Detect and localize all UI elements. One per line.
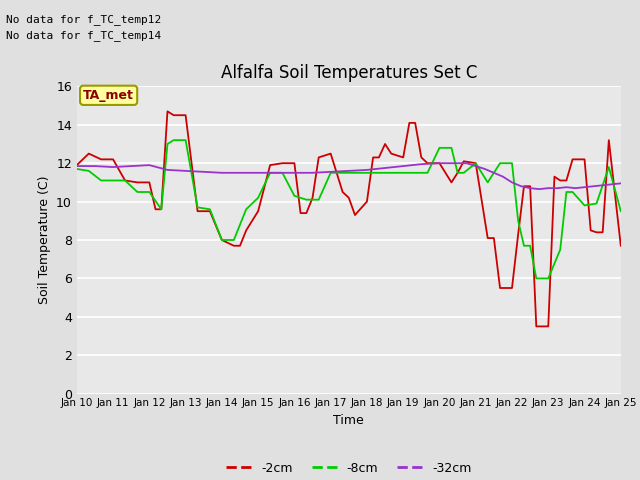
Title: Alfalfa Soil Temperatures Set C: Alfalfa Soil Temperatures Set C [221, 64, 477, 82]
-32cm [580, 184, 588, 190]
-2cm [375, 155, 383, 160]
-32cm [517, 183, 525, 189]
Text: No data for f_TC_temp12: No data for f_TC_temp12 [6, 13, 162, 24]
-32cm [417, 161, 425, 167]
-32cm [454, 160, 461, 166]
-32cm [508, 180, 516, 185]
-32cm [535, 186, 543, 192]
-32cm [273, 170, 280, 176]
-2cm [406, 120, 413, 126]
-32cm [363, 167, 371, 173]
Line: -2cm: -2cm [77, 111, 621, 326]
-32cm [345, 168, 353, 174]
-32cm [463, 160, 470, 166]
-32cm [589, 183, 597, 189]
-32cm [481, 166, 489, 172]
-8cm [73, 166, 81, 172]
-32cm [109, 164, 117, 170]
-2cm [339, 189, 346, 195]
Text: No data for f_TC_temp14: No data for f_TC_temp14 [6, 30, 162, 41]
-32cm [563, 184, 570, 190]
-32cm [545, 185, 552, 191]
-32cm [499, 174, 507, 180]
-2cm [454, 170, 461, 176]
-2cm [164, 108, 172, 114]
Line: -32cm: -32cm [77, 163, 621, 189]
-2cm [157, 206, 165, 212]
-8cm [363, 170, 371, 176]
-32cm [490, 170, 498, 176]
-32cm [218, 170, 226, 176]
-32cm [599, 182, 607, 188]
Y-axis label: Soil Temperature (C): Soil Temperature (C) [38, 176, 51, 304]
-8cm [121, 178, 129, 183]
-2cm [532, 324, 540, 329]
-2cm [73, 162, 81, 168]
-32cm [436, 160, 444, 166]
-32cm [608, 181, 616, 187]
-2cm [617, 243, 625, 249]
Text: TA_met: TA_met [83, 89, 134, 102]
-8cm [399, 170, 407, 176]
-32cm [308, 170, 316, 176]
-2cm [447, 180, 455, 185]
-32cm [472, 163, 479, 169]
-32cm [399, 163, 407, 169]
-32cm [572, 185, 579, 191]
-8cm [291, 193, 298, 199]
-32cm [291, 170, 298, 176]
-32cm [164, 167, 172, 173]
-8cm [617, 208, 625, 214]
-32cm [526, 185, 534, 191]
-32cm [73, 163, 81, 169]
Legend: -2cm, -8cm, -32cm: -2cm, -8cm, -32cm [221, 456, 476, 480]
Line: -8cm: -8cm [77, 140, 621, 278]
-8cm [170, 137, 177, 143]
-32cm [200, 169, 207, 175]
-32cm [145, 162, 153, 168]
-32cm [445, 160, 452, 166]
-8cm [460, 170, 468, 176]
-32cm [127, 163, 135, 169]
X-axis label: Time: Time [333, 414, 364, 427]
-32cm [254, 170, 262, 176]
-32cm [327, 169, 335, 175]
-32cm [617, 180, 625, 186]
-32cm [182, 168, 189, 174]
-8cm [447, 145, 455, 151]
-32cm [91, 163, 99, 169]
-8cm [532, 276, 540, 281]
-32cm [236, 170, 244, 176]
-32cm [554, 185, 561, 191]
-32cm [381, 165, 389, 171]
